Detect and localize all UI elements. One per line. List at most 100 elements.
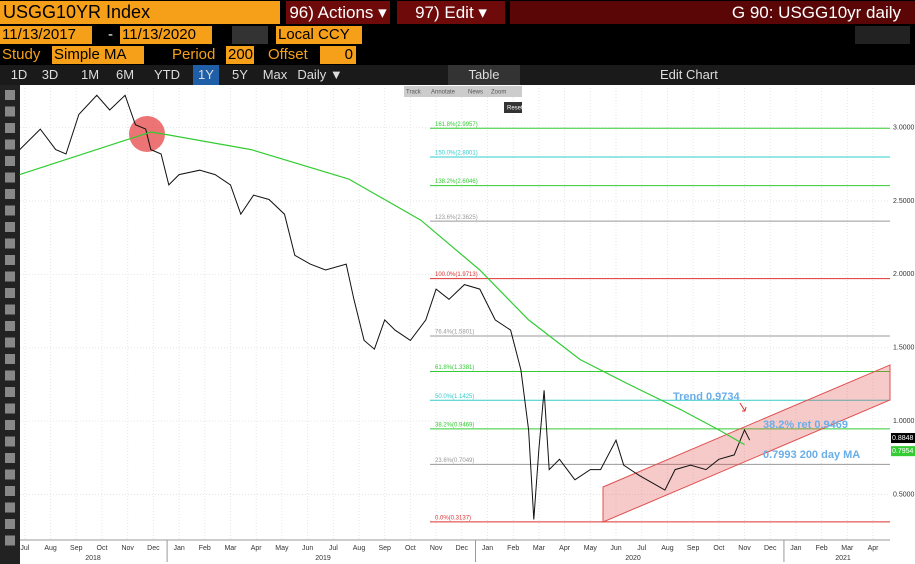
security-field[interactable]: USGG10YR Index [0,1,280,24]
tool-icon[interactable] [5,189,15,199]
fib-label: 76.4%(1.5801) [435,330,474,336]
x-tick-label: Jul [637,545,646,552]
tool-icon[interactable] [5,469,15,480]
frequency-menu[interactable]: Daily ▼ [297,67,343,82]
tool-icon[interactable] [5,123,15,133]
mini-tool[interactable]: Zoom [491,90,506,96]
x-tick-label: Mar [224,545,237,552]
tool-icon[interactable] [5,337,15,348]
fib-label: 150.0%(2.8001) [435,151,478,157]
offset-field[interactable]: 0 [320,46,356,64]
reset-button[interactable]: Reset [507,106,523,112]
offset-label: Offset [268,46,308,63]
tool-icon[interactable] [5,238,15,249]
tool-icon[interactable] [5,172,15,183]
currency-field[interactable]: Local CCY [276,26,362,44]
range-button[interactable]: 1M [80,67,100,82]
fib-label: 138.2%(2.6046) [435,179,478,185]
x-tick-label: Feb [816,545,828,552]
x-tick-label: Apr [251,545,263,552]
x-tick-label: Aug [353,545,366,552]
fib-label: 23.6%(0.7049) [435,458,474,464]
x-tick-label: Feb [507,545,519,552]
tool-icon[interactable] [5,205,15,216]
arrow [739,402,747,412]
tool-icon[interactable] [5,535,15,546]
x-tick-label: Aug [44,545,57,552]
x-tick-label: Jun [610,545,621,552]
x-tick-label: Dec [147,545,160,552]
tool-icon[interactable] [5,370,15,381]
study-field[interactable]: Simple MA [52,46,144,64]
x-tick-label: Apr [559,545,571,552]
y-tick-label: 1.0000 [893,418,915,425]
last-value-tag [891,433,915,444]
moving-average-line [19,131,745,446]
range-button[interactable]: 3D [41,67,59,82]
tool-icon[interactable] [5,304,15,315]
x-tick-label: Oct [97,545,108,552]
x-tick-label: Mar [533,545,546,552]
tool-icon[interactable] [5,502,15,513]
tool-icon[interactable] [5,436,15,447]
tool-icon[interactable] [5,420,15,430]
tool-icon[interactable] [5,387,15,397]
chart: 3.0000 2.5000 2.0000 1.5000 1.0000 0.5000 Jul A… [0,85,915,564]
x-tick-label: Oct [713,545,724,552]
tool-icon[interactable] [5,156,15,166]
range-button[interactable]: 1Y [193,65,219,85]
tool-icon[interactable] [5,354,15,364]
mini-tool[interactable]: Track [406,90,422,96]
y-tick-label: 1.5000 [893,345,915,352]
mini-tool[interactable]: Annotate [431,90,456,96]
range-button[interactable]: YTD [154,67,180,82]
x-tick-label: Sep [378,545,391,552]
tool-icon[interactable] [5,486,15,496]
x-tick-label: Mar [841,545,854,552]
end-date[interactable]: 11/13/2020 [120,26,212,44]
x-tick-label: Jan [790,545,801,552]
year-label: 2018 [85,555,101,562]
edit-chart-button[interactable]: Edit Chart [660,67,718,82]
x-tick-label: May [584,545,598,552]
tool-icon[interactable] [5,90,15,100]
table-button[interactable]: Table [448,65,520,85]
tool-icon[interactable] [5,519,15,529]
range-button[interactable]: Max [262,67,288,82]
date-nav[interactable] [232,26,268,44]
tool-icon[interactable] [5,106,15,117]
mini-toolbar [404,86,522,97]
x-tick-label: Dec [456,545,469,552]
range-button[interactable]: 1D [10,67,28,82]
fib-label: 161.8%(2.9957) [435,122,478,128]
edit-menu[interactable]: 97) Edit ▾ [397,1,505,24]
x-tick-label: Aug [661,545,674,552]
tool-icon[interactable] [5,255,15,265]
undo-redo[interactable] [855,26,910,44]
mini-tool[interactable]: News [468,90,483,96]
tool-icon[interactable] [5,453,15,463]
actions-menu[interactable]: 96) Actions ▾ [286,1,390,24]
tool-icon[interactable] [5,222,15,232]
start-date[interactable]: 11/13/2017 [0,26,92,44]
x-tick-label: Feb [199,545,211,552]
tool-icon[interactable] [5,271,15,282]
tool-icon[interactable] [5,139,15,150]
x-tick-label: Sep [687,545,700,552]
annotation: 38.2% ret 0.9469 [763,419,848,431]
tool-icon[interactable] [5,403,15,414]
period-field[interactable]: 200 [226,46,254,64]
range-button[interactable]: 6M [115,67,135,82]
study-label: Study [2,46,41,63]
range-button[interactable]: 5Y [232,67,248,82]
x-tick-label: May [275,545,289,552]
fib-label: 38.2%(0.9469) [435,423,474,429]
y-tick-label: 3.0000 [893,124,915,131]
trend-channel [602,364,891,523]
annotation: 0.7993 200 day MA [763,449,860,461]
x-tick-label: Jun [302,545,313,552]
date-separator: - [108,26,113,43]
tool-icon[interactable] [5,288,15,298]
period-label: Period [172,46,216,63]
tool-icon[interactable] [5,321,15,331]
